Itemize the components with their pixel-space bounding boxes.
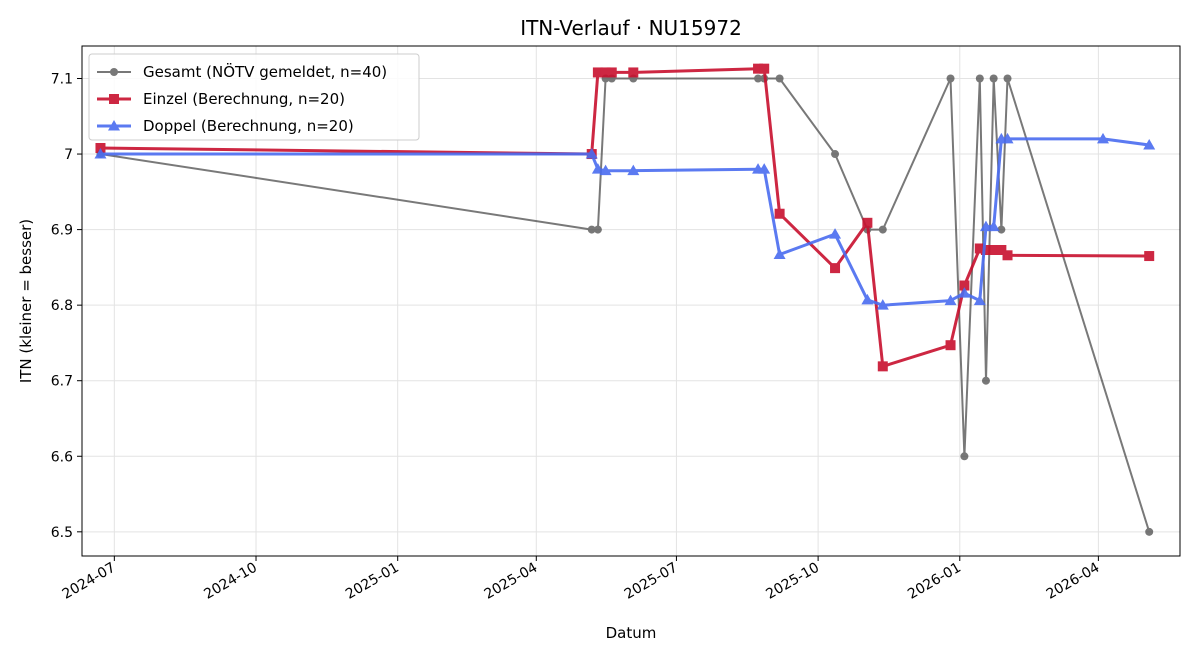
data-point (973, 294, 986, 306)
data-point (775, 74, 784, 83)
y-tick-label: 7.1 (51, 71, 73, 87)
legend-box (88, 53, 420, 141)
data-point (592, 67, 603, 78)
x-tick-label: 2025-10 (763, 560, 822, 603)
data-point (773, 248, 786, 260)
data-point (1001, 132, 1014, 144)
data-point (975, 74, 984, 83)
legend-swatch (97, 94, 131, 104)
x-tick-label: 2024-10 (201, 560, 260, 603)
y-tick-label: 7 (64, 147, 73, 163)
data-point (987, 220, 1000, 232)
x-tick-label: 2025-01 (343, 560, 402, 603)
data-point (591, 163, 604, 174)
data-point (830, 263, 841, 274)
data-point (944, 294, 957, 306)
series-line (100, 137, 1150, 307)
data-point (945, 340, 956, 351)
data-point (585, 148, 598, 159)
data-point (94, 148, 107, 159)
series-square (95, 63, 1155, 372)
y-tick-label: 6.7 (51, 374, 73, 390)
axis-ticks: 6.5 6.6 6.7 6.8 6.9 7 7.1 2024-07 2024-10 2025-01… (51, 71, 1103, 602)
data-point (1097, 132, 1110, 144)
data-point (989, 74, 998, 83)
y-tick-label: 6.8 (51, 298, 73, 314)
data-point (754, 74, 763, 83)
series-layer (94, 63, 1156, 536)
data-point (599, 164, 612, 176)
x-tick-label: 2026-01 (905, 560, 964, 603)
data-point (1145, 527, 1154, 536)
legend-entry: Einzel (Berechnung, n=20) (143, 90, 345, 108)
data-point (862, 217, 873, 228)
data-point (959, 280, 970, 291)
legend-entry: Gesamt (NÖTV gemeldet, n=40) (143, 62, 387, 81)
data-point (95, 143, 106, 153)
data-point (593, 225, 602, 234)
data-point (628, 67, 639, 78)
data-point (627, 164, 640, 176)
data-point (758, 163, 771, 174)
y-axis-label: ITN (kleiner = besser) (17, 219, 35, 383)
data-point (997, 225, 1006, 234)
legend: Gesamt (NÖTV gemeldet, n=40) Einzel (Bere… (88, 53, 420, 141)
legend-marker (108, 120, 120, 131)
data-point (861, 293, 874, 305)
x-tick-label: 2026-04 (1044, 560, 1103, 603)
data-point (606, 67, 617, 78)
data-point (829, 228, 842, 239)
chart-title: ITN-Verlauf · NU15972 (520, 16, 742, 40)
data-point (1143, 138, 1156, 150)
legend-swatch (97, 120, 131, 131)
data-point (878, 225, 887, 234)
data-point (774, 208, 785, 219)
legend-marker (109, 94, 119, 104)
data-point (831, 150, 840, 159)
x-tick-label: 2025-07 (622, 560, 681, 603)
plot-frame (81, 45, 1181, 557)
y-tick-label: 6.6 (51, 449, 73, 465)
x-axis-label: Datum (606, 624, 657, 642)
data-point (1144, 251, 1155, 262)
y-tick-label: 6.5 (51, 525, 73, 541)
data-point (1002, 250, 1013, 261)
data-point (1003, 74, 1012, 83)
y-tick-label: 6.9 (51, 223, 73, 239)
data-point (587, 225, 596, 234)
legend-entry: Doppel (Berechnung, n=20) (143, 117, 354, 135)
data-point (600, 67, 611, 78)
data-point (759, 63, 770, 74)
data-point (960, 452, 969, 461)
data-point (876, 299, 889, 310)
data-point (958, 287, 971, 298)
x-tick-label: 2025-04 (482, 560, 541, 603)
data-point (996, 245, 1007, 255)
data-point (988, 245, 999, 255)
data-point (753, 63, 764, 74)
x-tick-label: 2024-07 (60, 560, 119, 603)
series-triangle (94, 132, 1156, 310)
data-point (981, 376, 990, 385)
data-point (946, 74, 955, 83)
data-point (979, 220, 992, 232)
data-point (980, 245, 991, 255)
data-point (974, 243, 985, 254)
legend-swatch (97, 68, 131, 76)
legend-marker (110, 68, 118, 76)
data-point (877, 361, 888, 372)
